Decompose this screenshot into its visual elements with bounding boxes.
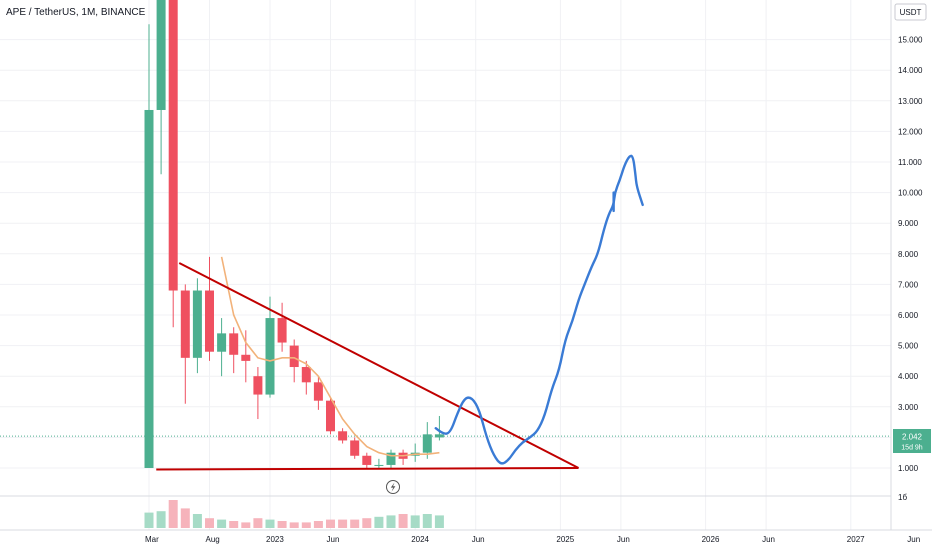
time-label: 2024 <box>411 535 429 544</box>
volume-bar <box>277 521 287 528</box>
volume-bar <box>205 518 214 528</box>
volume-bars <box>144 500 444 528</box>
volume-bar <box>192 514 202 528</box>
price-tick-label: 1.000 <box>898 464 919 473</box>
candle-body <box>265 318 275 395</box>
price-axis[interactable]: USDT 1.0002.0003.0004.0005.0006.0007.000… <box>890 0 932 530</box>
currency-label: USDT <box>900 8 922 17</box>
candle-body <box>241 354 251 361</box>
current-price-countdown: 15d 9h <box>901 445 923 452</box>
candle-body <box>350 440 360 456</box>
drawings <box>156 154 644 471</box>
support-line <box>156 467 579 471</box>
moving-average-line <box>220 256 440 457</box>
time-label: Jun <box>327 535 340 544</box>
candle-body <box>326 400 335 432</box>
candle-body <box>277 318 287 343</box>
price-tick-label: 11.000 <box>898 158 922 167</box>
price-tick-label: 3.000 <box>898 403 919 412</box>
price-tick-label: 13.000 <box>898 97 923 106</box>
volume-axis-label: 1б <box>898 493 907 502</box>
candle-body <box>434 434 444 438</box>
price-tick-label: 12.000 <box>898 127 923 136</box>
projected-path <box>434 154 644 465</box>
candle-body <box>168 0 178 291</box>
time-axis[interactable]: Mar Aug 2023 Jun 2024 Jun 2025 Jun 2026 Jun 2027 Ju… <box>0 529 932 550</box>
grid-lines <box>0 0 912 530</box>
time-label: 2023 <box>266 535 284 544</box>
current-price-box <box>893 429 931 453</box>
volume-bar <box>144 512 154 528</box>
volume-bar <box>386 515 396 528</box>
price-tick-label: 4.000 <box>898 372 919 381</box>
volume-bar <box>241 522 251 528</box>
price-tick-label: 8.000 <box>898 250 919 259</box>
price-tick-label: 9.000 <box>898 219 919 228</box>
candle-body <box>301 367 311 383</box>
candle-body <box>313 382 323 401</box>
volume-bar <box>180 508 190 528</box>
price-tick-label: 7.000 <box>898 280 919 289</box>
time-label: 2026 <box>702 535 720 544</box>
time-label: Jun <box>617 535 630 544</box>
time-label: 2025 <box>556 535 574 544</box>
candle-body <box>180 290 190 358</box>
candle-body <box>253 376 263 395</box>
candle-body <box>192 290 202 358</box>
volume-bar <box>168 500 178 528</box>
time-label: Jun <box>472 535 485 544</box>
price-tick-label: 10.000 <box>898 189 923 198</box>
time-label: Jun <box>907 535 920 544</box>
candle-body <box>422 434 432 453</box>
volume-bar <box>338 519 348 528</box>
time-label: Aug <box>206 535 220 544</box>
volume-bar <box>301 522 311 528</box>
time-label: 2027 <box>847 535 865 544</box>
descending-trendline <box>178 262 580 469</box>
candle-body <box>386 452 396 465</box>
candle-body <box>338 431 348 441</box>
price-tick-label: 6.000 <box>898 311 919 320</box>
volume-bar <box>398 514 408 528</box>
volume-bar <box>374 516 384 528</box>
price-tick-label: 15.000 <box>898 36 923 45</box>
lightning-icon[interactable] <box>386 480 400 494</box>
price-tick-label: 5.000 <box>898 342 919 351</box>
candle-body <box>362 455 372 465</box>
volume-bar <box>253 518 263 528</box>
price-tick-label: 14.000 <box>898 66 923 75</box>
time-label: Jun <box>762 535 775 544</box>
chart-title: APE / TetherUS, 1M, BINANCE <box>6 7 146 18</box>
volume-bar <box>265 519 275 528</box>
volume-bar <box>434 515 444 528</box>
volume-bar <box>313 521 323 528</box>
candle-body <box>144 109 154 468</box>
time-label: Mar <box>145 535 159 544</box>
currency-badge[interactable] <box>894 3 927 21</box>
volume-bar <box>229 521 239 528</box>
volume-bar <box>326 519 335 528</box>
candle-body <box>289 345 299 368</box>
volume-bar <box>217 519 227 528</box>
moving-average <box>220 256 440 457</box>
volume-bar <box>410 515 420 528</box>
candle-body <box>374 464 384 466</box>
volume-bar <box>289 522 299 528</box>
candle-body <box>229 333 239 355</box>
current-price-value: 2.042 <box>902 433 923 442</box>
volume-bar <box>422 514 432 528</box>
candle-body <box>205 290 214 352</box>
volume-bar <box>350 519 360 528</box>
volume-bar <box>362 518 372 528</box>
volume-bar <box>156 511 166 528</box>
candle-body <box>217 333 227 352</box>
candles <box>144 0 444 468</box>
candle-body <box>156 0 166 110</box>
